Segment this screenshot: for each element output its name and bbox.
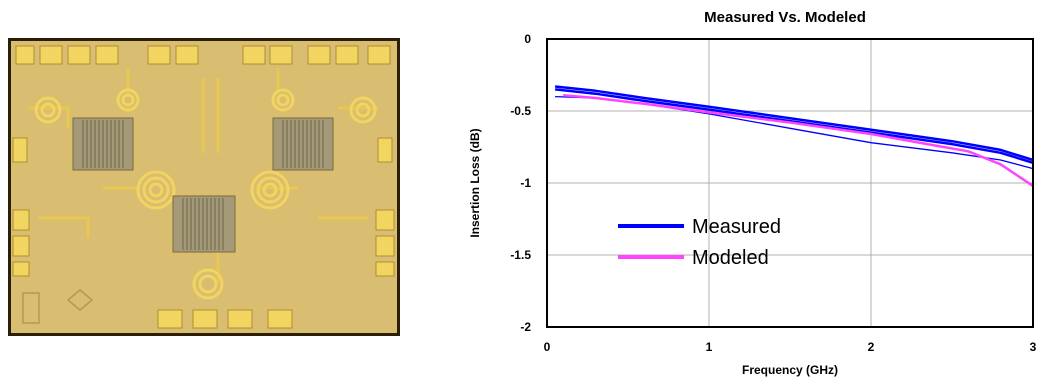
bond-pads-top: [15, 45, 391, 65]
y-tick-label: -1: [520, 176, 531, 190]
x-tick-label: 2: [868, 340, 875, 354]
series-line-modeled: [563, 93, 1034, 187]
series-line-measured: [555, 95, 1034, 170]
bond-pads-left: [12, 137, 30, 277]
series-line-measured: [554, 85, 1034, 162]
y-tick-label: -1.5: [510, 248, 531, 262]
y-tick-label: -0.5: [510, 104, 531, 118]
x-axis-label: Frequency (GHz): [742, 363, 838, 377]
y-axis-label: Insertion Loss (dB): [468, 128, 482, 237]
chart-title: Measured Vs. Modeled: [704, 9, 866, 26]
x-tick-label: 0: [544, 340, 551, 354]
legend-label-measured: Measured: [692, 216, 781, 238]
grid: [547, 39, 1033, 327]
y-tick-label: 0: [524, 32, 531, 46]
bond-pads-bottom: [157, 309, 293, 329]
legend: Measured Modeled: [618, 216, 781, 269]
y-tick-labels: 0 -0.5 -1 -1.5 -2: [510, 32, 531, 334]
y-tick-label: -2: [520, 320, 531, 334]
spiral-inductors: [34, 88, 377, 300]
die-logo: [22, 289, 94, 324]
series-lines: [554, 85, 1034, 187]
chip-die-photo: [8, 38, 400, 336]
series-line-measured: [554, 88, 1034, 164]
transistor-fingers: [82, 120, 324, 250]
bond-pads-right: [375, 137, 395, 277]
legend-label-modeled: Modeled: [692, 247, 769, 269]
plot-frame: [546, 38, 1034, 328]
x-tick-labels: 0 1 2 3: [544, 340, 1037, 354]
x-tick-label: 1: [706, 340, 713, 354]
x-tick-label: 3: [1030, 340, 1037, 354]
